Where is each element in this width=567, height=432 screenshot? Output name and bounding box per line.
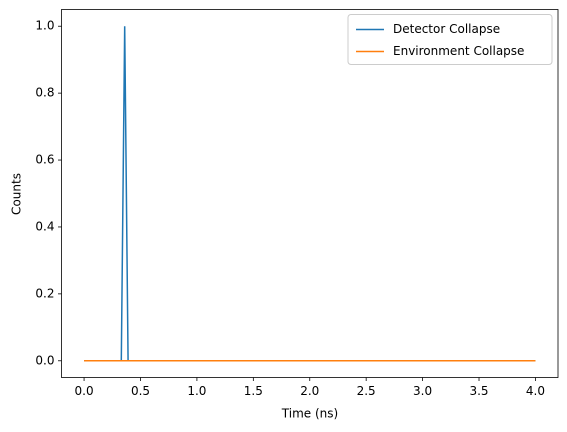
x-axis-label: Time (ns): [281, 407, 338, 421]
x-tick-label: 1.5: [244, 384, 263, 398]
y-tick-label: 0.8: [35, 86, 54, 100]
x-tick-label: 2.5: [357, 384, 376, 398]
x-tick-label: 3.0: [413, 384, 432, 398]
y-axis-label: Counts: [10, 173, 24, 215]
legend-label: Environment Collapse: [393, 44, 524, 58]
x-tick-label: 2.0: [300, 384, 319, 398]
x-tick-label: 0.0: [75, 384, 94, 398]
y-tick-label: 0.2: [35, 286, 54, 300]
y-tick-label: 1.0: [35, 19, 54, 33]
x-tick-label: 3.5: [469, 384, 488, 398]
x-tick-label: 0.5: [131, 384, 150, 398]
legend-box: [347, 14, 553, 65]
x-tick-label: 1.0: [187, 384, 206, 398]
y-tick-label: 0.0: [35, 353, 54, 367]
data-line: [84, 26, 536, 362]
y-tick-label: 0.6: [35, 153, 54, 167]
legend-label: Detector Collapse: [393, 22, 500, 36]
y-tick-label: 0.4: [35, 219, 54, 233]
x-tick-label: 4.0: [526, 384, 545, 398]
